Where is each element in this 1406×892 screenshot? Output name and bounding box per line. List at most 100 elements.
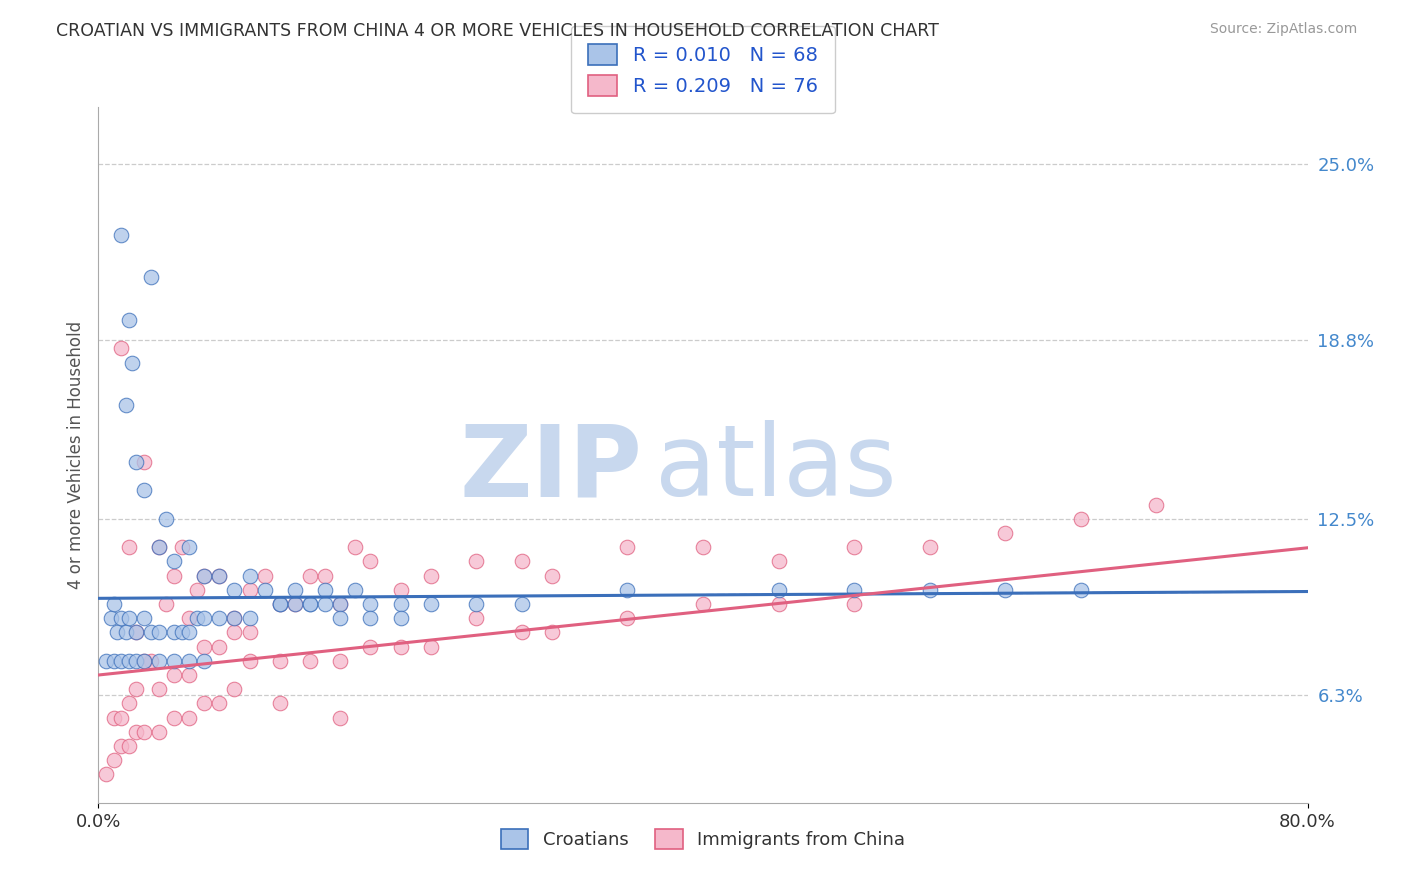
Point [110, 227, 132, 242]
Point [193, 611, 215, 625]
Point [94, 654, 117, 668]
Point [110, 739, 132, 753]
Point [329, 597, 352, 611]
Point [193, 697, 215, 711]
Point [193, 654, 215, 668]
Point [179, 654, 201, 668]
Point [208, 568, 231, 582]
Point [94, 767, 117, 781]
Point [224, 582, 246, 597]
Point [269, 597, 291, 611]
Point [114, 398, 136, 412]
Point [186, 582, 208, 597]
Point [239, 625, 262, 640]
Point [118, 540, 141, 554]
Point [510, 625, 533, 640]
Legend: Croatians, Immigrants from China: Croatians, Immigrants from China [494, 822, 912, 856]
Point [118, 611, 141, 625]
Point [148, 724, 170, 739]
Point [299, 654, 322, 668]
Point [170, 625, 193, 640]
Point [768, 582, 790, 597]
Point [420, 568, 443, 582]
Point [132, 611, 155, 625]
Point [163, 710, 186, 724]
Point [239, 582, 262, 597]
Point [155, 512, 177, 526]
Point [389, 640, 412, 654]
Point [110, 342, 132, 356]
Point [103, 597, 125, 611]
Point [510, 554, 533, 568]
Point [193, 640, 215, 654]
Point [224, 682, 246, 697]
Point [692, 540, 714, 554]
Point [299, 597, 322, 611]
Point [132, 654, 155, 668]
Point [118, 697, 141, 711]
Point [179, 611, 201, 625]
Point [299, 568, 322, 582]
Point [314, 582, 336, 597]
Point [344, 582, 367, 597]
Point [118, 739, 141, 753]
Point [125, 724, 148, 739]
Point [103, 710, 125, 724]
Point [148, 625, 170, 640]
Point [208, 697, 231, 711]
Point [125, 682, 148, 697]
Point [918, 582, 941, 597]
Point [103, 753, 125, 767]
Point [420, 597, 443, 611]
Point [125, 455, 148, 469]
Text: atlas: atlas [655, 420, 896, 517]
Point [360, 611, 382, 625]
Point [103, 654, 125, 668]
Point [465, 611, 488, 625]
Point [269, 697, 291, 711]
Point [1070, 512, 1092, 526]
Point [540, 625, 562, 640]
Point [360, 597, 382, 611]
Point [299, 597, 322, 611]
Point [329, 654, 352, 668]
Point [208, 640, 231, 654]
Text: ZIP: ZIP [460, 420, 643, 517]
Point [141, 270, 163, 285]
Point [239, 568, 262, 582]
Point [269, 597, 291, 611]
Point [224, 625, 246, 640]
Point [239, 611, 262, 625]
Point [844, 597, 866, 611]
Point [465, 597, 488, 611]
Point [540, 568, 562, 582]
Point [314, 568, 336, 582]
Point [141, 654, 163, 668]
Point [110, 710, 132, 724]
Point [163, 568, 186, 582]
Point [389, 582, 412, 597]
Point [768, 597, 790, 611]
Point [329, 710, 352, 724]
Point [114, 625, 136, 640]
Point [163, 654, 186, 668]
Point [163, 625, 186, 640]
Y-axis label: 4 or more Vehicles in Household: 4 or more Vehicles in Household [66, 321, 84, 589]
Point [360, 554, 382, 568]
Text: Source: ZipAtlas.com: Source: ZipAtlas.com [1209, 22, 1357, 37]
Point [125, 625, 148, 640]
Point [132, 455, 155, 469]
Point [155, 597, 177, 611]
Point [616, 540, 638, 554]
Point [269, 597, 291, 611]
Point [163, 668, 186, 682]
Point [844, 540, 866, 554]
Point [344, 540, 367, 554]
Point [616, 611, 638, 625]
Point [692, 597, 714, 611]
Point [208, 568, 231, 582]
Point [193, 568, 215, 582]
Point [1070, 582, 1092, 597]
Point [163, 554, 186, 568]
Point [239, 654, 262, 668]
